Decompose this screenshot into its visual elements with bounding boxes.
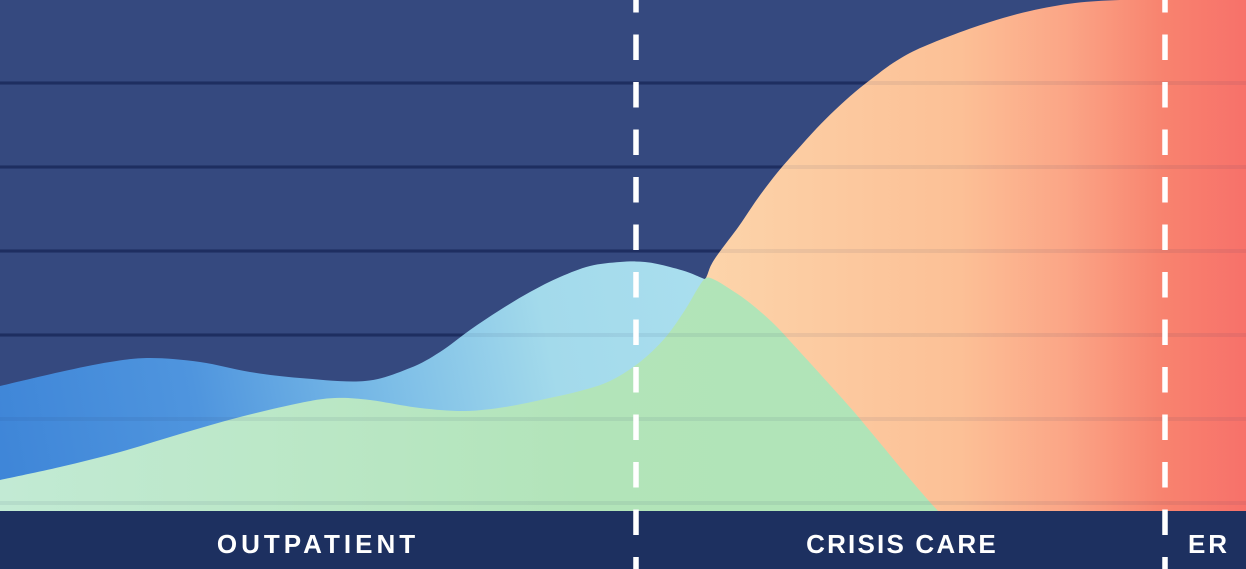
svg-text:ER: ER — [1188, 529, 1230, 559]
svg-text:CRISIS CARE: CRISIS CARE — [806, 529, 998, 559]
svg-text:OUTPATIENT: OUTPATIENT — [217, 529, 419, 559]
